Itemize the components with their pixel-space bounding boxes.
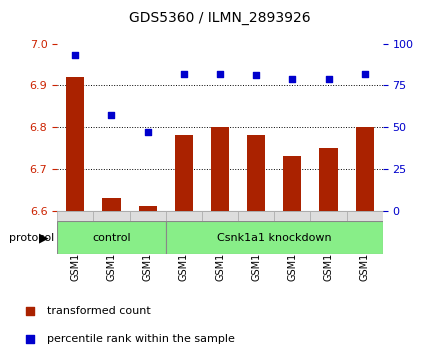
Text: protocol: protocol: [9, 233, 54, 243]
FancyBboxPatch shape: [166, 211, 202, 221]
FancyBboxPatch shape: [57, 221, 166, 254]
Text: ▶: ▶: [39, 231, 49, 244]
Bar: [283, 156, 301, 211]
Point: [72, 52, 79, 58]
Point: [325, 76, 332, 82]
Bar: [211, 127, 229, 211]
Bar: [139, 206, 157, 211]
Text: percentile rank within the sample: percentile rank within the sample: [47, 334, 235, 344]
Point: [108, 113, 115, 118]
Text: transformed count: transformed count: [47, 306, 150, 316]
FancyBboxPatch shape: [274, 211, 311, 221]
Point: [253, 72, 260, 78]
FancyBboxPatch shape: [166, 221, 383, 254]
Point: [361, 71, 368, 77]
FancyBboxPatch shape: [238, 211, 274, 221]
Bar: [356, 127, 374, 211]
FancyBboxPatch shape: [311, 211, 347, 221]
Text: GDS5360 / ILMN_2893926: GDS5360 / ILMN_2893926: [129, 11, 311, 25]
Bar: [103, 198, 121, 211]
Bar: [319, 148, 337, 211]
FancyBboxPatch shape: [347, 211, 383, 221]
Point: [216, 71, 224, 77]
Bar: [247, 135, 265, 211]
FancyBboxPatch shape: [202, 211, 238, 221]
Point: [180, 71, 187, 77]
Text: control: control: [92, 233, 131, 243]
Bar: [175, 135, 193, 211]
Bar: [66, 77, 84, 211]
FancyBboxPatch shape: [93, 211, 129, 221]
FancyBboxPatch shape: [57, 211, 93, 221]
Point: [144, 129, 151, 135]
Text: Csnk1a1 knockdown: Csnk1a1 knockdown: [217, 233, 332, 243]
Point: [408, 102, 415, 108]
FancyBboxPatch shape: [129, 211, 166, 221]
Point: [289, 76, 296, 82]
